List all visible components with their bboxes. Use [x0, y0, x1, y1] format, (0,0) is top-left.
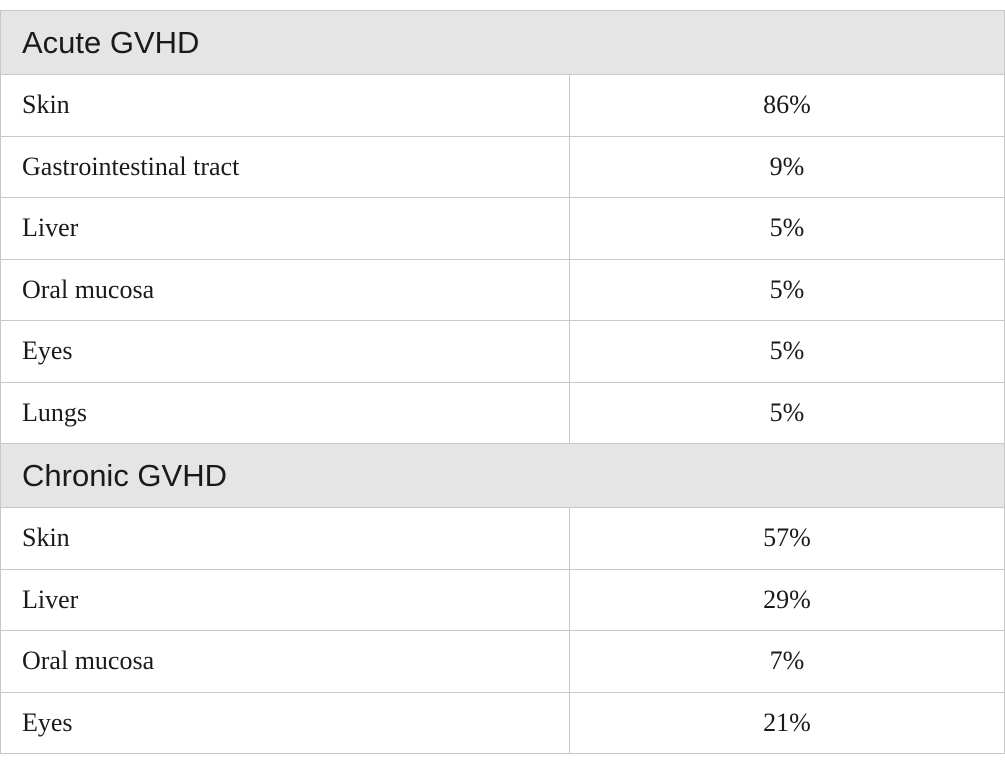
table-row: Liver 5%: [0, 197, 1005, 260]
organ-cell: Liver: [0, 568, 570, 631]
organ-cell: Eyes: [0, 320, 570, 383]
percentage-cell: 5%: [568, 258, 1005, 321]
percentage-cell: 5%: [568, 381, 1005, 444]
percentage-cell: 5%: [568, 320, 1005, 383]
table-row: Oral mucosa 7%: [0, 630, 1005, 693]
table-row: Gastrointestinal tract 9%: [0, 135, 1005, 198]
percentage-cell: 57%: [568, 507, 1005, 570]
section-title: Acute GVHD: [0, 10, 1005, 75]
percentage-cell: 5%: [568, 197, 1005, 260]
organ-cell: Oral mucosa: [0, 258, 570, 321]
percentage-cell: 86%: [568, 74, 1005, 137]
organ-cell: Lungs: [0, 381, 570, 444]
section-header-acute: Acute GVHD: [0, 10, 1005, 75]
percentage-cell: 21%: [568, 691, 1005, 754]
section-header-chronic: Chronic GVHD: [0, 443, 1005, 508]
organ-cell: Skin: [0, 507, 570, 570]
table-row: Lungs 5%: [0, 381, 1005, 444]
organ-cell: Gastrointestinal tract: [0, 135, 570, 198]
table-row: Skin 57%: [0, 507, 1005, 570]
percentage-cell: 29%: [568, 568, 1005, 631]
table-row: Liver 29%: [0, 568, 1005, 631]
section-title: Chronic GVHD: [0, 443, 1005, 508]
organ-cell: Liver: [0, 197, 570, 260]
table-row: Eyes 5%: [0, 320, 1005, 383]
organ-cell: Skin: [0, 74, 570, 137]
organ-cell: Oral mucosa: [0, 630, 570, 693]
table-row: Oral mucosa 5%: [0, 258, 1005, 321]
percentage-cell: 9%: [568, 135, 1005, 198]
table-row: Eyes 21%: [0, 691, 1005, 754]
gvhd-organ-involvement-table: Acute GVHD Skin 86% Gastrointestinal tra…: [0, 10, 1005, 754]
percentage-cell: 7%: [568, 630, 1005, 693]
organ-cell: Eyes: [0, 691, 570, 754]
table-row: Skin 86%: [0, 74, 1005, 137]
